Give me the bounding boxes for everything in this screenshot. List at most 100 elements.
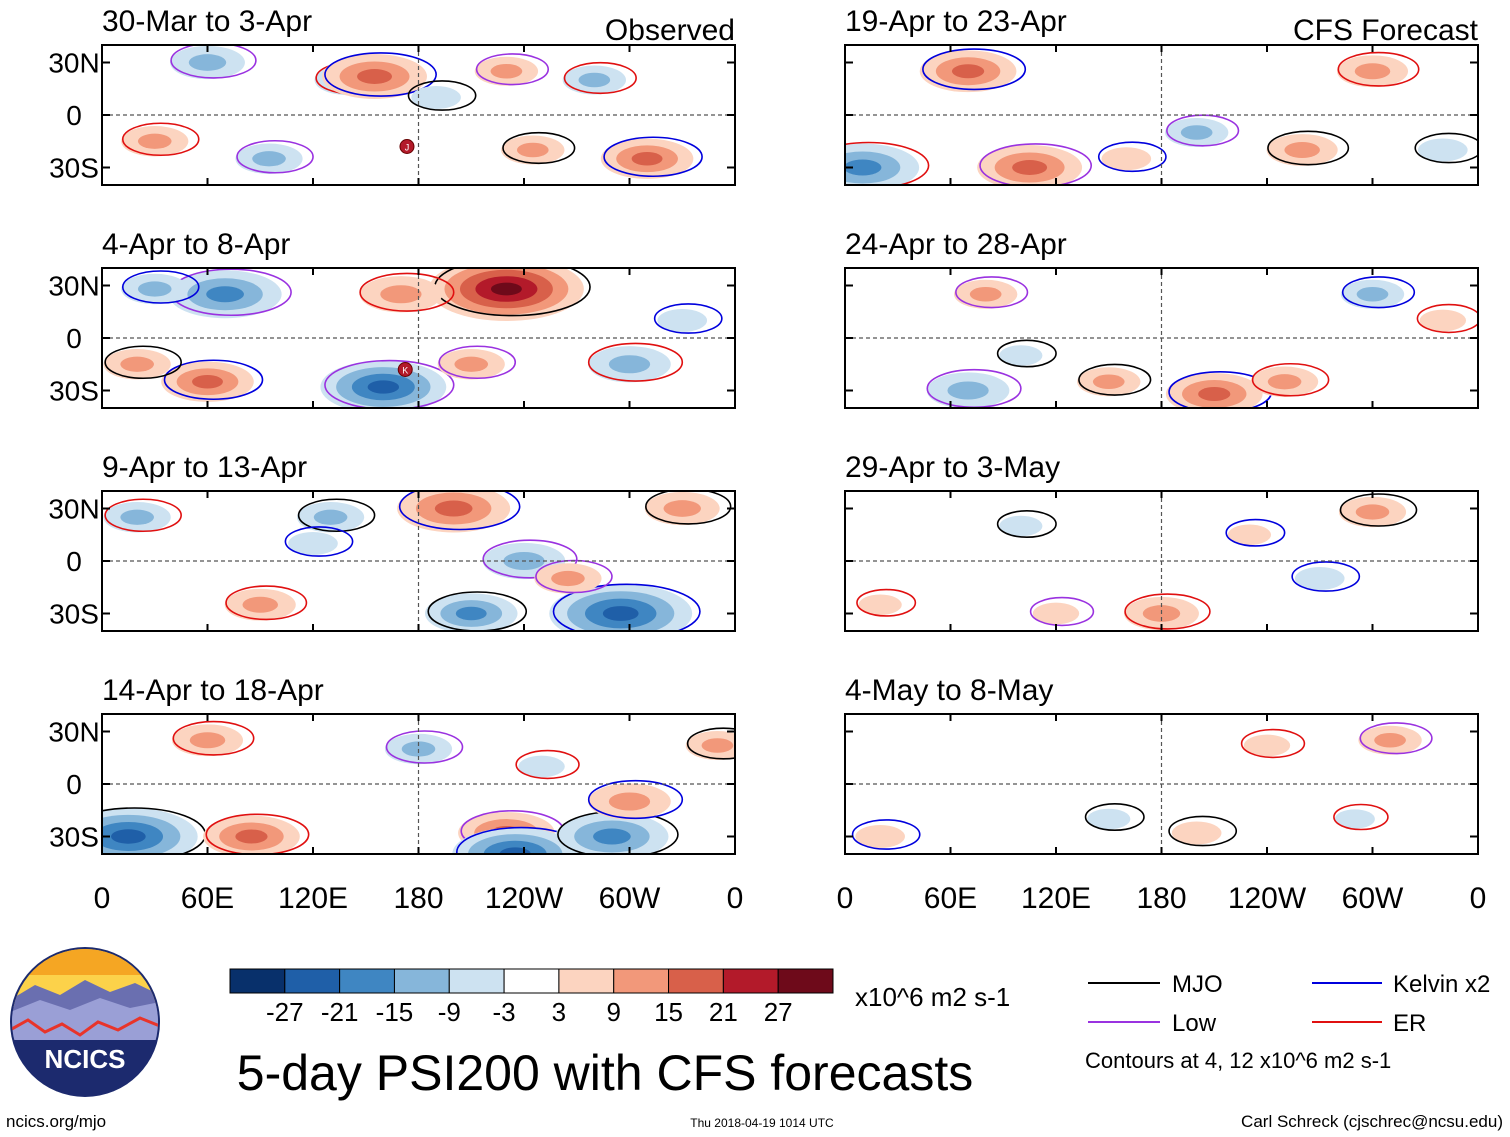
anomaly-shade [380,285,422,304]
period-label: 9-Apr to 13-Apr [102,451,307,484]
colorbar-tick-label: -21 [321,997,359,1027]
colorbar-tick-label: -27 [266,997,304,1027]
contour-line [979,143,1093,185]
anomaly-shade [357,69,393,84]
panel-2: 30N 0 30S 9-Apr to 13-Apr [48,451,736,632]
storm-marker [399,139,415,154]
colorbar-tick-label: 27 [764,997,793,1027]
lon-label: 180 [1136,882,1186,915]
anomaly-shade [1092,374,1125,389]
anomaly-shade [608,355,651,374]
longitude-axes: 0 60E 120E 180 120W 60W 0 0 60E 120E 180 120W 60W 0 [94,882,1487,915]
anomaly-shade [1355,504,1390,520]
legend-label-er: ER [1393,1010,1426,1037]
footer-author[interactable]: Carl Schreck (cjschrec@ncsu.edu) [1241,1112,1503,1131]
contour-line [686,727,735,760]
anomaly-shade [1032,602,1080,625]
contour-line [552,583,701,631]
contour-line [205,813,310,854]
colorbar-tick-label: -9 [438,997,461,1027]
contour-line [996,339,1057,368]
panel-field [102,45,735,185]
anomaly-shade [137,281,172,297]
contour-line [398,491,521,531]
anomaly-shade [206,286,244,303]
panel-6: 30N030S29-Apr to 3-May [844,451,1479,632]
contour-line [1333,803,1389,831]
contour-note: Contours at 4, 12 x10^6 m2 s-1 [1085,1048,1391,1073]
colorbar-swatch [448,968,505,994]
anomaly-shade [1284,142,1320,158]
anomaly-shade [455,606,487,621]
contour-line [324,359,455,408]
period-label: 30-Mar to 3-Apr [102,5,312,38]
contour-line [1267,130,1350,166]
anomaly-shade [951,64,985,79]
contour-line [324,52,437,97]
lat-label: 30N [48,494,99,525]
lat-label: 30N [48,717,99,748]
ncics-logo: NCICS [10,947,160,1097]
panel-field [845,45,1478,185]
contour-line [1337,51,1420,87]
lat-label: 0 [66,546,82,577]
contour-line [475,53,550,86]
contour-line [955,276,1029,309]
contour-line [645,491,732,525]
contour-line [438,345,517,380]
contour-line [587,779,684,820]
lat-label: 30S [49,376,99,407]
legend-label-kelvin: Kelvin x2 [1393,971,1490,998]
anomaly-shade [602,606,639,621]
anomaly-shade [192,375,223,389]
lon-label: 120E [1021,882,1091,915]
footer-url[interactable]: ncics.org/mjo [6,1112,106,1131]
lon-label: 0 [1470,882,1487,915]
contour-line [1291,561,1361,592]
anomaly-shade [999,345,1043,366]
column-header: Observed [605,14,735,47]
anomaly-shade [593,828,631,845]
colorbar-swatch [284,968,341,994]
contour-line [121,122,200,157]
anomaly-shade [969,287,1002,302]
period-label: 4-Apr to 8-Apr [102,228,290,261]
lon-label: 0 [727,882,744,915]
contour-line [225,585,308,621]
anomaly-shade [188,54,227,71]
contour-line [1097,141,1167,173]
colorbar-swatch [722,968,779,994]
lon-label: 0 [94,882,111,915]
period-label: 14-Apr to 18-Apr [102,674,324,707]
lon-label: 0 [837,882,854,915]
lat-label: 30S [49,822,99,853]
anomaly-shade [411,86,461,109]
colorbar-swatch [503,968,560,994]
contour-line [1078,363,1152,396]
anomaly-shade [845,159,882,176]
period-label: 4-May to 8-May [845,674,1053,707]
anomaly-shade [1374,733,1406,748]
contour-legend: MJO Kelvin x2 Low ER Contours at 4, 12 x… [1085,971,1490,1073]
contour-line [1225,518,1286,547]
contour-line [1251,362,1330,397]
period-label: 29-Apr to 3-May [845,451,1060,484]
contour-line [502,131,576,165]
contour-line [104,345,182,380]
anomaly-shade [631,152,663,166]
contour-line [563,61,637,95]
anomaly-shade [1012,160,1048,175]
anomaly-shade [855,825,905,848]
anomaly-shade [252,151,286,167]
anomaly-shade [578,72,611,88]
contour-line [996,509,1057,538]
colorbar-swatch [339,968,395,994]
contour-line [163,359,264,401]
contour-line [482,539,578,579]
colorbar-units: x10^6 m2 s-1 [855,982,1010,1012]
contour-line [170,45,257,79]
anomaly-shade [313,509,348,525]
lat-label: 0 [66,323,82,354]
